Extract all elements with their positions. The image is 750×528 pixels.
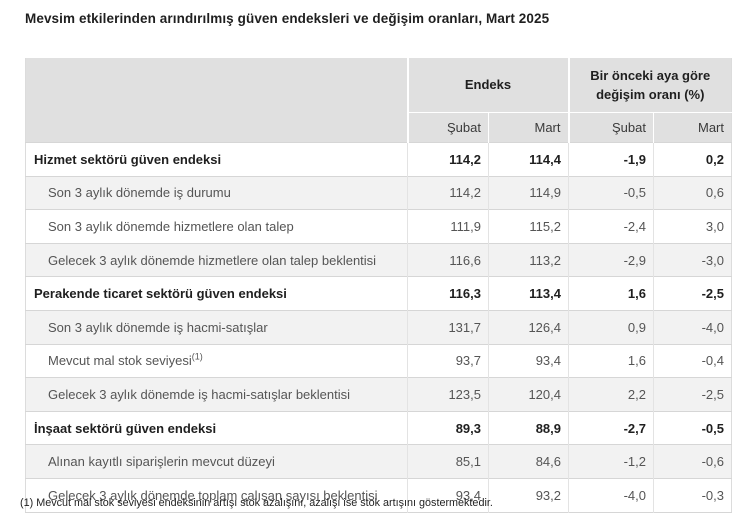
table-row: Hizmet sektörü güven endeksi 114,2 114,4 -1… (25, 142, 732, 177)
row-label: Hizmet sektörü güven endeksi (25, 142, 408, 177)
value-cell: 123,5 (407, 377, 489, 412)
value-cell: -1,9 (568, 142, 654, 177)
table-body: Hizmet sektörü güven endeksi 114,2 114,4 -1… (25, 142, 732, 513)
value-cell: 116,6 (407, 242, 489, 277)
value-cell: -2,5 (653, 276, 732, 311)
footnote: (1) Mevcut mal stok seviyesi endeksinin … (20, 497, 493, 509)
value-cell: -2,4 (568, 209, 654, 244)
value-cell: 88,9 (488, 410, 569, 445)
value-cell: 93,4 (407, 477, 489, 513)
value-cell: -0,6 (653, 444, 732, 479)
table-row: İnşaat sektörü güven endeksi 89,3 88,9 -2,7… (25, 410, 732, 445)
value-cell: 93,7 (407, 343, 489, 378)
value-cell: 114,2 (407, 142, 489, 177)
row-label: Gelecek 3 aylık dönemde hizmetlere olan … (25, 242, 408, 277)
value-cell: 126,4 (488, 309, 569, 345)
value-cell: 111,9 (407, 209, 489, 244)
table-row: Gelecek 3 aylık dönemde hizmetlere olan … (25, 242, 732, 277)
value-cell: 93,4 (488, 343, 569, 378)
value-cell: -2,7 (568, 410, 654, 445)
subheader-change-subat: Şubat (567, 112, 654, 143)
row-label: Son 3 aylık dönemde iş hacmi-satışlar (25, 309, 408, 345)
value-cell: 0,9 (568, 309, 654, 345)
table-row: Perakende ticaret sektörü güven endeksi 1… (25, 276, 732, 311)
row-label: Gelecek 3 aylık dönemde iş hacmi-satışla… (25, 377, 408, 412)
value-cell: 89,3 (407, 410, 489, 445)
sub-header-row: Şubat Mart Şubat Mart (25, 112, 732, 143)
confidence-index-table: Endeks Bir önceki aya göre değişim oranı… (25, 58, 732, 513)
row-label: Perakende ticaret sektörü güven endeksi (25, 276, 408, 311)
value-cell: 131,7 (407, 309, 489, 345)
value-cell: -3,0 (653, 242, 732, 277)
table-row: Son 3 aylık dönemde iş durumu 114,2 114,9-… (25, 175, 732, 210)
value-cell: -0,5 (653, 410, 732, 445)
column-group-endeks: Endeks (406, 58, 569, 113)
label-column-header (25, 58, 408, 113)
value-cell: 0,6 (653, 175, 732, 210)
value-cell: 0,2 (653, 142, 732, 177)
value-cell: -1,2 (568, 444, 654, 479)
table-row: Son 3 aylık dönemde iş hacmi-satışlar 131… (25, 309, 732, 345)
value-cell: -0,5 (568, 175, 654, 210)
row-label: İnşaat sektörü güven endeksi (25, 410, 408, 445)
group-header-row: Endeks Bir önceki aya göre değişim oranı… (25, 58, 732, 113)
value-cell: 114,4 (488, 142, 569, 177)
table-row: Son 3 aylık dönemde hizmetlere olan tale… (25, 209, 732, 244)
table-row: Alınan kayıtlı siparişlerin mevcut düzey… (25, 444, 732, 479)
value-cell: 3,0 (653, 209, 732, 244)
value-cell: 93,2 (488, 477, 569, 513)
value-cell: -0,3 (653, 477, 732, 513)
row-label: Mevcut mal stok seviyesi(1) (25, 343, 408, 378)
column-group-monthly-change: Bir önceki aya göre değişim oranı (%) (567, 58, 732, 113)
row-label: Alınan kayıtlı siparişlerin mevcut düzey… (25, 444, 408, 479)
value-cell: 113,4 (488, 276, 569, 311)
value-cell: 115,2 (488, 209, 569, 244)
subheader-endeks-subat: Şubat (406, 112, 489, 143)
page-title: Mevsim etkilerinden arındırılmış güven e… (25, 11, 550, 26)
value-cell: 120,4 (488, 377, 569, 412)
table-row: Gelecek 3 aylık dönemde toplam çalışan s… (25, 477, 732, 513)
row-label: Son 3 aylık dönemde iş durumu (25, 175, 408, 210)
row-label: Son 3 aylık dönemde hizmetlere olan tale… (25, 209, 408, 244)
label-column-subheader (25, 112, 408, 143)
table-row: Gelecek 3 aylık dönemde iş hacmi-satışla… (25, 377, 732, 412)
subheader-endeks-mart: Mart (488, 112, 569, 143)
value-cell: 1,6 (568, 343, 654, 378)
value-cell: -2,9 (568, 242, 654, 277)
value-cell: 2,2 (568, 377, 654, 412)
value-cell: -4,0 (653, 309, 732, 345)
footnote-marker: (1) (191, 352, 203, 363)
value-cell: -4,0 (568, 477, 654, 513)
value-cell: 1,6 (568, 276, 654, 311)
table-header: Endeks Bir önceki aya göre değişim oranı… (25, 58, 732, 143)
value-cell: -0,4 (653, 343, 732, 378)
value-cell: 84,6 (488, 444, 569, 479)
table-row: Mevcut mal stok seviyesi(1) 93,7 93,4 1,6 -0… (25, 343, 732, 378)
value-cell: 85,1 (407, 444, 489, 479)
subheader-change-mart: Mart (653, 112, 732, 143)
row-label: Gelecek 3 aylık dönemde toplam çalışan s… (25, 477, 408, 513)
value-cell: 113,2 (488, 242, 569, 277)
value-cell: 114,9 (488, 175, 569, 210)
value-cell: -2,5 (653, 377, 732, 412)
value-cell: 114,2 (407, 175, 489, 210)
value-cell: 116,3 (407, 276, 489, 311)
